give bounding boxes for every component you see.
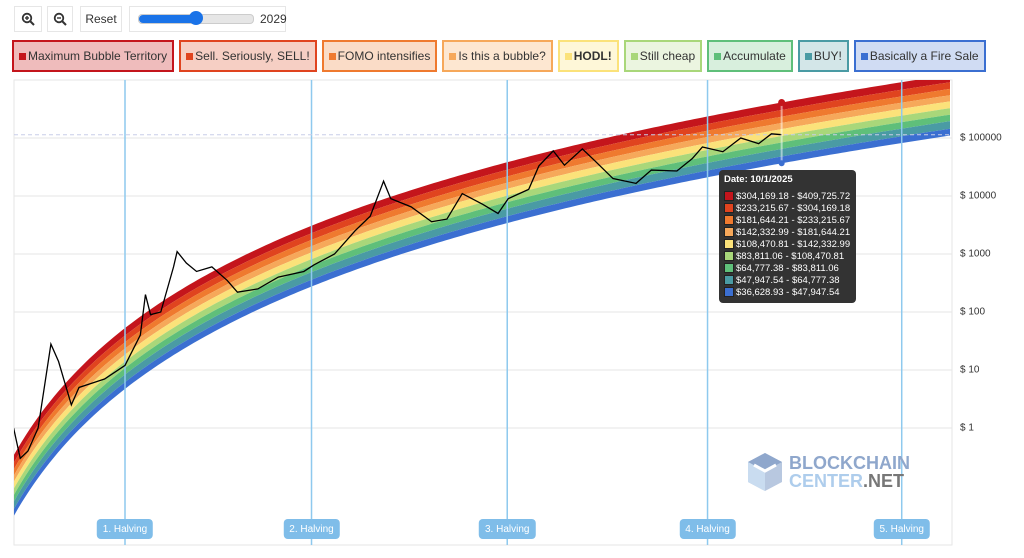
zoom-in-icon (21, 12, 35, 26)
legend-item[interactable]: Maximum Bubble Territory (12, 40, 175, 72)
legend-item[interactable]: BUY! (797, 40, 849, 72)
tooltip-swatch (724, 275, 734, 285)
slider-fill (139, 15, 196, 23)
legend-swatch (328, 52, 336, 60)
tooltip-row: $47,947.54 - $64,777.38 (724, 274, 850, 286)
y-tick-label: $ 10 (960, 364, 980, 376)
hover-top-marker (778, 98, 786, 106)
legend-item[interactable]: Is this a bubble? (442, 40, 553, 72)
tooltip-range: $108,470.81 - $142,332.99 (736, 238, 851, 250)
halving-label[interactable]: 2. Halving (283, 519, 340, 539)
slider-handle[interactable] (189, 11, 203, 25)
halving-label[interactable]: 3. Halving (478, 519, 536, 539)
legend-label: FOMO intensifies (337, 49, 431, 63)
tooltip-swatch (724, 239, 734, 249)
slider-value: 2029 (260, 12, 287, 26)
reset-button[interactable]: Reset (80, 6, 122, 32)
tooltip-row: $64,777.38 - $83,811.06 (724, 262, 850, 274)
zoom-out-icon (53, 12, 67, 26)
year-slider-container: 2029 (129, 6, 287, 32)
legend-label: Maximum Bubble Territory (28, 49, 168, 63)
tooltip-range: $83,811.06 - $108,470.81 (736, 250, 845, 262)
legend-item[interactable]: FOMO intensifies (321, 40, 438, 72)
tooltip-range: $36,628.93 - $47,947.54 (736, 286, 840, 298)
legend-swatch (564, 52, 572, 60)
logo-line1: BLOCKCHAIN (789, 453, 910, 473)
tooltip-row: $83,811.06 - $108,470.81 (724, 250, 850, 262)
legend-swatch (19, 52, 26, 60)
tooltip-swatch (724, 287, 734, 297)
tooltip-swatch (724, 203, 734, 213)
legend-label: BUY! (813, 49, 842, 63)
y-tick-label: $ 1 (960, 422, 974, 434)
tooltip-row: $142,332.99 - $181,644.21 (724, 226, 850, 238)
blockchaincenter-logo: BLOCKCHAIN CENTER.NET (745, 451, 910, 493)
tooltip-swatch (724, 251, 734, 261)
hover-bottom-marker (778, 160, 785, 167)
legend-label: Sell. Seriously, SELL! (195, 49, 310, 63)
tooltip-range: $64,777.38 - $83,811.06 (736, 262, 839, 274)
legend-label: Still cheap (639, 49, 696, 63)
halving-label[interactable]: 1. Halving (96, 519, 154, 539)
tooltip-row: $304,169.18 - $409,725.72 (724, 190, 850, 202)
tooltip-range: $304,169.18 - $409,725.72 (736, 190, 851, 202)
tooltip-range: $47,947.54 - $64,777.38 (736, 274, 840, 286)
tooltip-range: $142,332.99 - $181,644.21 (736, 226, 851, 238)
legend-swatch (860, 52, 868, 60)
y-tick-label: $ 10000 (960, 190, 997, 202)
tooltip-swatch (724, 215, 734, 225)
halving-label[interactable]: 4. Halving (679, 519, 736, 539)
legend-item[interactable]: Sell. Seriously, SELL! (179, 40, 317, 72)
y-tick-label: $ 100 (960, 306, 986, 318)
legend-swatch (804, 52, 812, 60)
tooltip-row: $233,215.67 - $304,169.18 (724, 202, 850, 214)
tooltip-range: $181,644.21 - $233,215.67 (736, 214, 851, 226)
logo-line2a: CENTER (789, 471, 864, 491)
tooltip-date: Date: 10/1/2025 (724, 174, 793, 185)
y-tick-label: $ 1000 (960, 248, 991, 260)
tooltip-swatch (724, 263, 734, 273)
y-tick-label: $ 100000 (960, 132, 1002, 144)
tooltip-row: $36,628.93 - $47,947.54 (724, 286, 850, 298)
legend-label: HODL! (573, 49, 612, 63)
logo-line2b: .NET (863, 471, 905, 491)
legend: Maximum Bubble Territory Sell. Seriously,… (12, 40, 986, 72)
tooltip-swatch (724, 191, 734, 201)
tooltip-swatch (724, 227, 734, 237)
cube-logo-icon (748, 453, 782, 491)
legend-label: Is this a bubble? (458, 49, 546, 63)
zoom-out-button[interactable] (47, 6, 73, 32)
price-line (14, 133, 782, 460)
legend-swatch (186, 52, 194, 60)
tooltip-row: $181,644.21 - $233,215.67 (724, 214, 850, 226)
tooltip-row: $108,470.81 - $142,332.99 (724, 238, 850, 250)
year-slider[interactable] (138, 11, 254, 25)
legend-label: Accumulate (723, 49, 786, 63)
halving-label[interactable]: 5. Halving (873, 519, 930, 539)
legend-item[interactable]: Still cheap (623, 40, 703, 72)
tooltip-range: $233,215.67 - $304,169.18 (736, 202, 851, 214)
legend-swatch (449, 52, 457, 60)
tooltip: Date: 10/1/2025 $304,169.18 - $409,725.7… (719, 170, 857, 303)
legend-item[interactable]: Basically a Fire Sale (853, 40, 986, 72)
legend-item[interactable]: HODL! (557, 40, 619, 72)
legend-swatch (714, 52, 722, 60)
legend-swatch (630, 52, 638, 60)
legend-item[interactable]: Accumulate (707, 40, 793, 72)
legend-label: Basically a Fire Sale (869, 49, 979, 63)
zoom-in-button[interactable] (14, 6, 42, 32)
